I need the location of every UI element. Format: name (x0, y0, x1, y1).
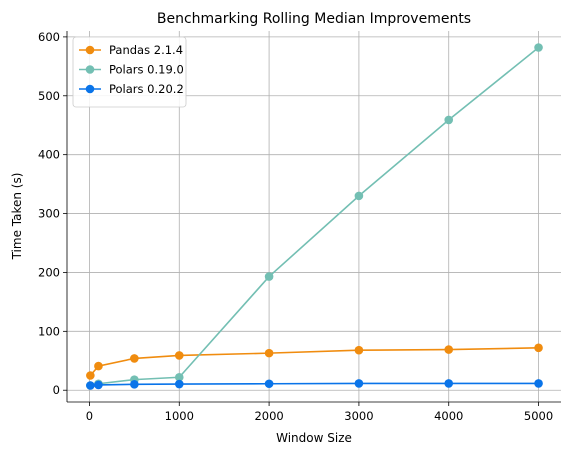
series-line (90, 382, 539, 387)
data-point (444, 115, 454, 125)
data-point (264, 348, 274, 358)
legend-item: Pandas 2.1.4 (79, 43, 183, 57)
legend: Pandas 2.1.4 Polars 0.19.0 Polars 0.20.2 (72, 36, 187, 108)
data-point (264, 272, 274, 281)
legend-label: Pandas 2.1.4 (109, 43, 183, 57)
legend-marker (85, 45, 95, 55)
data-point (534, 379, 543, 388)
legend-item: Polars 0.20.2 (79, 82, 184, 96)
data-point (130, 380, 139, 389)
y-tick-label: 0 (53, 383, 60, 397)
data-point (354, 379, 364, 388)
data-point (94, 361, 103, 371)
grid (67, 31, 561, 402)
x-tick-label: 2000 (254, 409, 283, 423)
chart-title: Benchmarking Rolling Median Improvements (157, 11, 471, 27)
data-point (354, 191, 364, 201)
data-point (354, 345, 364, 355)
series (86, 343, 543, 380)
data-point (86, 371, 95, 380)
legend-box (72, 36, 187, 108)
x-tick-label: 4000 (434, 409, 463, 423)
series-line (90, 46, 540, 387)
legend-item: Polars 0.19.0 (79, 63, 184, 77)
data-point (174, 351, 184, 360)
data-point (174, 379, 184, 389)
data-point (534, 43, 543, 52)
x-tick-label: 5000 (524, 409, 553, 423)
data-point (174, 372, 184, 382)
y-tick-label: 200 (38, 265, 60, 279)
y-tick-label: 300 (38, 207, 60, 221)
data-point (94, 380, 103, 390)
data-point (444, 345, 454, 354)
series (86, 379, 543, 390)
y-axis-label: Time Taken (s) (10, 173, 24, 261)
ticks: 0 1000 2000 3000 4000 5000 0 100 200 300 400 500 600 (38, 30, 553, 423)
legend-label: Polars 0.19.0 (109, 63, 184, 77)
series-line (89, 347, 539, 377)
legend-marker (85, 84, 95, 94)
data-point (130, 354, 139, 363)
data-point (534, 343, 543, 353)
data-point (444, 379, 454, 388)
legend-marker (85, 65, 95, 74)
y-tick-label: 400 (38, 148, 60, 162)
y-tick-label: 100 (38, 324, 60, 338)
x-tick-label: 0 (86, 409, 93, 423)
y-tick-label: 500 (38, 89, 60, 103)
data-point (264, 379, 274, 389)
x-axis-label: Window Size (276, 431, 352, 445)
legend-label: Polars 0.20.2 (109, 82, 184, 96)
y-tick-label: 600 (38, 30, 60, 44)
x-tick-label: 3000 (344, 409, 373, 423)
data-point (86, 381, 95, 390)
x-tick-label: 1000 (165, 409, 194, 423)
axes (66, 31, 561, 403)
series-layer (86, 43, 543, 390)
